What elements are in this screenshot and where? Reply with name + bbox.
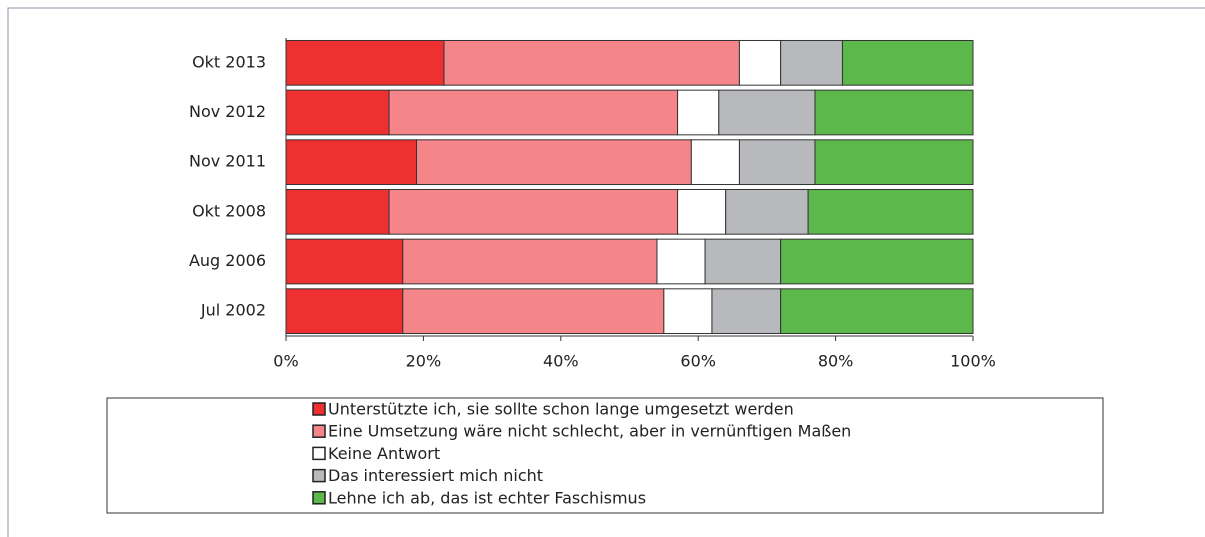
bar-segment — [285, 288, 404, 335]
legend-label: Eine Umsetzung wäre nicht schlecht, aber… — [328, 422, 851, 441]
bar-segment — [443, 39, 740, 86]
bar-segment — [780, 238, 974, 285]
bar-segment — [402, 288, 665, 335]
bar-segment — [814, 89, 974, 136]
bar-segment — [388, 188, 679, 235]
x-tick-label: 60% — [680, 352, 716, 371]
y-tick-label: Okt 2008 — [192, 201, 266, 220]
legend-swatch — [312, 402, 326, 416]
bar-segment — [807, 188, 974, 235]
bar-segment — [285, 188, 390, 235]
bar-segment — [718, 89, 816, 136]
bar-segment — [677, 188, 727, 235]
bar-segment — [725, 188, 809, 235]
legend-label: Keine Antwort — [328, 444, 440, 463]
y-tick-label: Aug 2006 — [189, 251, 266, 270]
legend-swatch — [312, 424, 326, 438]
bar-segment — [663, 288, 713, 335]
bar-segment — [780, 39, 843, 86]
bar-segment — [780, 288, 974, 335]
bar-segment — [690, 139, 740, 186]
x-tick-label: 0% — [273, 352, 298, 371]
legend-box — [106, 397, 1104, 514]
bar-segment — [388, 89, 679, 136]
bar-segment — [738, 139, 816, 186]
bar-segment — [416, 139, 692, 186]
bar-segment — [841, 39, 974, 86]
x-tick-label: 20% — [406, 352, 442, 371]
legend-swatch — [312, 468, 326, 483]
bar-segment — [704, 238, 782, 285]
legend-label: Unterstützte ich, sie sollte schon lange… — [328, 400, 794, 419]
bar-segment — [285, 238, 404, 285]
bar-segment — [285, 139, 418, 186]
bar-segment — [402, 238, 658, 285]
legend-swatch — [312, 446, 326, 461]
legend-label: Das interessiert mich nicht — [328, 466, 543, 485]
legend-label: Lehne ich ab, das ist echter Faschismus — [328, 488, 646, 507]
bar-segment — [711, 288, 782, 335]
y-tick-label: Nov 2012 — [189, 102, 266, 121]
bar-segment — [677, 89, 720, 136]
y-tick-label: Okt 2013 — [192, 52, 266, 71]
bar-segment — [738, 39, 782, 86]
bar-segment — [814, 139, 974, 186]
x-tick-label: 80% — [818, 352, 854, 371]
bar-segment — [285, 89, 390, 136]
bar-segment — [656, 238, 706, 285]
frame — [7, 7, 1205, 537]
x-tick-label: 40% — [543, 352, 579, 371]
legend-swatch — [312, 491, 326, 505]
y-tick-label: Jul 2002 — [200, 301, 266, 320]
bar-segment — [285, 39, 445, 86]
y-tick-label: Nov 2011 — [189, 152, 266, 171]
x-tick-label: 100% — [950, 352, 996, 371]
